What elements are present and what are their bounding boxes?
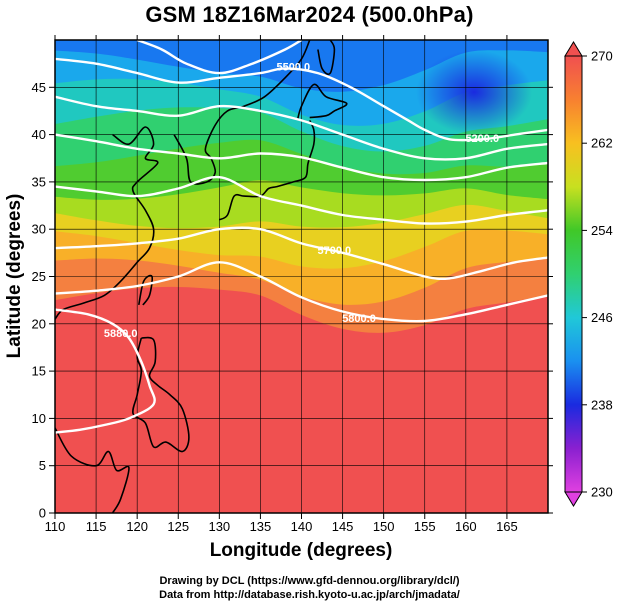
y-axis-ticks: 0 5 10 15 20 25 30 35 40 45 xyxy=(32,80,553,521)
colorbar-bar xyxy=(564,55,583,493)
contour-label: 5800.0 xyxy=(342,313,376,325)
colorbar-min-arrow xyxy=(564,491,583,507)
contour-labels: 5500.0 5200.0 5700.0 5800.0 5880.0 xyxy=(104,61,499,340)
x-tick-label: 130 xyxy=(208,519,230,534)
y-tick-label: 15 xyxy=(32,364,46,379)
colorbar-tick-label: 246 xyxy=(591,310,613,325)
colorbar-max-arrow xyxy=(564,41,583,57)
x-tick-label: 145 xyxy=(332,519,354,534)
coastline xyxy=(55,126,159,320)
contour-label: 5200.0 xyxy=(465,133,499,145)
contour-label: 5500.0 xyxy=(276,61,310,73)
plot-area: 5500.0 5200.0 5700.0 5800.0 5880.0 xyxy=(55,40,548,513)
x-tick-label: 150 xyxy=(373,519,395,534)
credit-drawing: Drawing by DCL (https://www.gfd-dennou.o… xyxy=(159,575,460,587)
y-tick-label: 10 xyxy=(32,411,46,426)
y-axis-label: Latitude (degrees) xyxy=(4,194,25,359)
coastline xyxy=(55,427,130,513)
contour-5500 xyxy=(55,133,548,182)
y-tick-label: 45 xyxy=(32,80,46,95)
y-tick-label: 40 xyxy=(32,127,46,142)
coastline xyxy=(138,274,154,306)
height-contours xyxy=(55,40,548,434)
x-tick-label: 125 xyxy=(167,519,189,534)
colorbar-tick-label: 238 xyxy=(591,397,613,412)
x-axis-ticks: 110 115 120 125 130 135 140 145 150 155 160 165 xyxy=(45,35,518,534)
cold-low-center xyxy=(416,50,533,135)
y-tick-label: 5 xyxy=(39,458,46,473)
y-tick-label: 25 xyxy=(32,269,46,284)
coastline xyxy=(296,83,348,121)
contour-5700 xyxy=(55,226,548,281)
contour-5300 xyxy=(55,57,548,142)
x-tick-label: 165 xyxy=(496,519,518,534)
y-tick-label: 0 xyxy=(39,506,46,521)
y-tick-label: 30 xyxy=(32,222,46,237)
coastline xyxy=(132,336,190,453)
colorbar: 230 238 246 254 262 270 xyxy=(564,41,613,507)
x-tick-label: 120 xyxy=(126,519,148,534)
coastlines xyxy=(55,40,348,513)
colorbar-tick-label: 230 xyxy=(591,485,613,500)
x-tick-label: 115 xyxy=(86,519,107,534)
y-tick-label: 35 xyxy=(32,174,46,189)
contour-label: 5700.0 xyxy=(318,245,352,257)
y-tick-label: 20 xyxy=(32,316,46,331)
x-tick-label: 155 xyxy=(414,519,436,534)
x-tick-label: 135 xyxy=(250,519,272,534)
x-tick-label: 140 xyxy=(291,519,313,534)
contour-5400 xyxy=(55,95,548,161)
contour-5800 xyxy=(55,261,548,323)
x-tick-label: 110 xyxy=(45,519,66,534)
contour-label: 5880.0 xyxy=(104,328,138,340)
coastline xyxy=(173,40,311,185)
contour-5200 xyxy=(136,40,303,75)
colorbar-tick-label: 270 xyxy=(591,49,613,64)
colorbar-tick-label: 254 xyxy=(591,223,613,238)
chart-title: GSM 18Z16Mar2024 (500.0hPa) xyxy=(145,2,474,27)
credit-data: Data from http://database.rish.kyoto-u.a… xyxy=(159,589,460,601)
x-tick-label: 160 xyxy=(455,519,477,534)
coastline xyxy=(317,40,336,76)
contour-5600 xyxy=(55,175,548,225)
x-axis-label: Longitude (degrees) xyxy=(210,540,393,561)
contour-5880 xyxy=(55,308,156,434)
colorbar-tick-label: 262 xyxy=(591,136,613,151)
coastline xyxy=(218,120,316,221)
